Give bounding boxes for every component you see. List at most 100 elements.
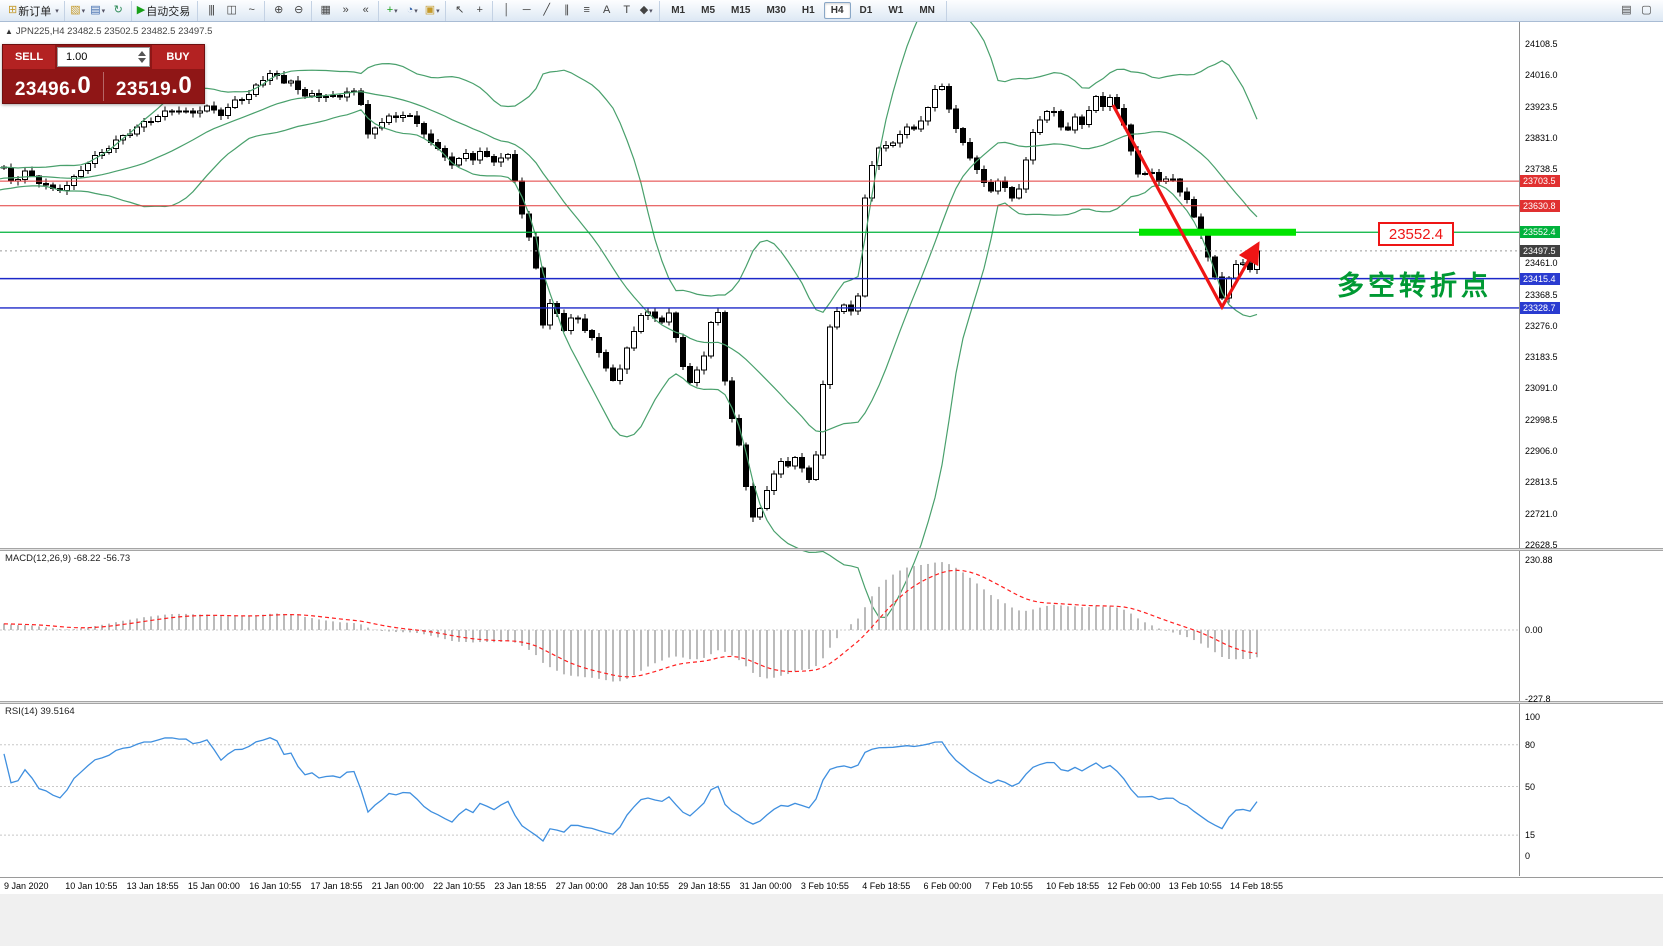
chart-candles-button[interactable]: ◫: [221, 2, 241, 20]
line-chart-icon: ~: [248, 4, 255, 16]
crosshair-icon: +: [476, 4, 483, 16]
chart-line-button[interactable]: ~: [241, 2, 261, 20]
print-button[interactable]: ▤: [1616, 2, 1636, 20]
price-annotation-box[interactable]: 23552.4: [1378, 222, 1454, 246]
one-click-trading-panel: SELL 1.00 BUY 23496.0 23519.0: [2, 44, 205, 104]
new-order-icon: ⊞: [8, 4, 17, 16]
trend-arrow[interactable]: [1111, 104, 1260, 311]
rsi-tick: 50: [1525, 781, 1536, 792]
symbol-ohlc-text: JPN225,H4 23482.5 23502.5 23482.5 23497.…: [15, 26, 213, 37]
timeframe-w1[interactable]: W1: [888, 5, 904, 16]
chart-arrow-icon: ▲: [5, 27, 13, 36]
fibonacci-button[interactable]: ≡: [576, 2, 596, 20]
timeframe-m30[interactable]: M30: [766, 5, 786, 16]
buy-price[interactable]: 23519.0: [115, 71, 193, 100]
text-button[interactable]: A: [596, 2, 616, 20]
toolbar-group: + ▾ ◔ ▾ ▣ ▾: [379, 0, 447, 21]
rsi-tick: 0: [1525, 851, 1531, 861]
tile-windows-button[interactable]: ▦: [315, 2, 335, 20]
panel-splitter[interactable]: [0, 548, 1663, 551]
profiles-button[interactable]: ▤ ▾: [88, 2, 108, 20]
timeframe-mn[interactable]: MN: [919, 5, 935, 16]
timeframe-m15[interactable]: M15: [731, 5, 751, 16]
price-tick: 22906.0: [1525, 446, 1558, 457]
turning-point-note[interactable]: 多空转折点: [1337, 271, 1492, 301]
refresh-button[interactable]: ↻: [108, 2, 128, 20]
indicators-button[interactable]: + ▾: [382, 2, 402, 20]
time-tick: 29 Jan 18:55: [678, 881, 731, 891]
timeframe-h1[interactable]: H1: [801, 5, 815, 16]
fibonacci-icon: ≡: [583, 4, 590, 16]
toolbar-group: ▦ » «: [312, 0, 380, 21]
zoom-out-button[interactable]: ⊖: [288, 2, 308, 20]
volume-up-icon[interactable]: [138, 51, 146, 56]
time-tick: 10 Feb 18:55: [1046, 881, 1100, 891]
volume-spinner[interactable]: [138, 51, 146, 63]
page-icon: ▢: [1641, 4, 1651, 16]
new-chart-icon: ▧: [70, 4, 80, 16]
price-tick: 24016.0: [1525, 70, 1558, 81]
volume-down-icon[interactable]: [138, 58, 146, 63]
macd-indicator: [0, 562, 1519, 682]
rsi-indicator: [0, 737, 1519, 842]
macd-tick: 230.88: [1525, 555, 1553, 565]
highlight-bar[interactable]: [1139, 228, 1296, 236]
timeframe-m1[interactable]: M1: [671, 5, 686, 16]
timeframe-h4[interactable]: H4: [823, 2, 851, 19]
sell-price[interactable]: 23496.0: [3, 71, 104, 101]
channel-button[interactable]: ∥: [556, 2, 576, 20]
panel-splitter[interactable]: [0, 701, 1663, 704]
price-axis[interactable]: 24108.5 24016.0 23923.5 23831.0 23738.5 23461…: [1519, 22, 1663, 550]
timeframe-d1[interactable]: D1: [859, 5, 873, 16]
auto-scroll-button[interactable]: »: [335, 2, 355, 20]
time-axis[interactable]: 9 Jan 2020 10 Jan 10:55 13 Jan 18:55 15 Jan…: [0, 877, 1663, 894]
shapes-icon: ◆: [639, 4, 649, 16]
price-chip: 23497.5: [1520, 244, 1560, 257]
periods-button[interactable]: ◔ ▾: [402, 2, 422, 20]
price-tick: 22813.5: [1525, 477, 1558, 488]
time-tick: 12 Feb 00:00: [1107, 881, 1161, 891]
toolbar-group: │ ─ ╱ ∥ ≡ A T ◆ ▾: [493, 0, 661, 21]
price-tick: 23091.0: [1525, 383, 1558, 394]
new-order-button[interactable]: ⊞ 新订单 ▾: [6, 2, 61, 20]
chart-bars-button[interactable]: |||: [201, 2, 221, 20]
chart-shift-icon: «: [362, 4, 369, 16]
toolbar: ⊞ 新订单 ▾ ▧ ▾ ▤ ▾ ↻ ▶ 自动交易 ||| ◫ ~ ⊕ ⊖ ▦» «+ ▾ ◔ ▾ ▣ ▾ ↖ + │ ─ ╱ ∥ ≡ A T…: [0, 0, 1663, 22]
time-tick: 4 Feb 18:55: [862, 881, 911, 891]
templates-button[interactable]: ▣ ▾: [422, 2, 442, 20]
new-chart-button[interactable]: ▧ ▾: [68, 2, 88, 20]
volume-input[interactable]: 1.00: [57, 47, 150, 67]
shapes-button[interactable]: ◆ ▾: [636, 2, 656, 20]
chart-shift-button[interactable]: «: [355, 2, 375, 20]
crosshair-button[interactable]: +: [469, 2, 489, 20]
macd-axis: 230.88 0.00 -227.8: [1519, 551, 1663, 705]
price-tick: 23368.5: [1525, 289, 1558, 300]
dropdown-caret-icon: ▾: [436, 7, 440, 15]
price-tick: 22628.5: [1525, 540, 1558, 550]
macd-tick: -227.8: [1525, 694, 1551, 705]
zoom-in-button[interactable]: ⊕: [268, 2, 288, 20]
price-chip: 23703.5: [1520, 175, 1560, 188]
time-tick: 14 Feb 18:55: [1230, 881, 1284, 891]
label-icon: T: [623, 4, 630, 16]
price-tick: 23461.0: [1525, 258, 1558, 269]
dropdown-caret-icon: ▾: [55, 7, 59, 15]
vertical-line-button[interactable]: │: [496, 2, 516, 20]
label-button[interactable]: T: [616, 2, 636, 20]
time-tick: 10 Jan 10:55: [65, 881, 118, 891]
cursor-button[interactable]: ↖: [449, 2, 469, 20]
auto-trading-button[interactable]: ▶ 自动交易: [135, 2, 194, 20]
rsi-tick: 15: [1525, 830, 1536, 841]
sell-button[interactable]: SELL: [3, 45, 55, 69]
buy-button[interactable]: BUY: [152, 45, 204, 69]
price-tick: 24108.5: [1525, 39, 1558, 49]
toolbar-group: ▶ 自动交易: [132, 0, 199, 21]
price-tick: 23183.5: [1525, 352, 1558, 363]
timeframe-m5[interactable]: M5: [701, 5, 716, 16]
horizontal-line-button[interactable]: ─: [516, 2, 536, 20]
trendline-button[interactable]: ╱: [536, 2, 556, 20]
print-preview-button[interactable]: ▢: [1636, 2, 1656, 20]
trendline-icon: ╱: [543, 4, 550, 16]
